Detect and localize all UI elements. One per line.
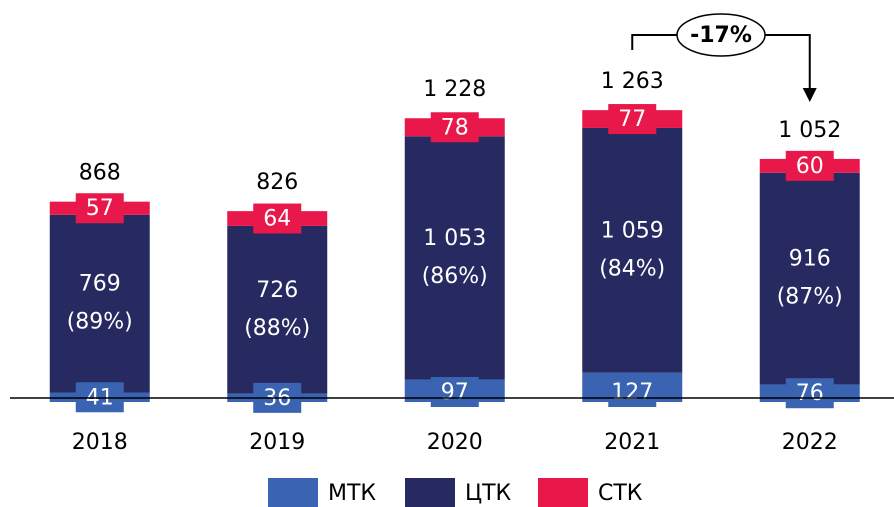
total-label: 868 [79,160,121,185]
value-label: 77 [618,107,646,132]
label-box [785,378,834,409]
value-label: 916 [789,247,831,272]
share-label: (88%) [244,316,310,341]
x-tick-label: 2019 [249,430,305,455]
legend-label: МТК [328,481,376,506]
label-box [75,193,124,224]
share-label: (89%) [67,310,133,335]
bar-segment [582,127,683,373]
x-tick-label: 2022 [782,430,838,455]
total-label: 1 263 [601,69,664,94]
label-box [430,377,479,407]
share-label: (87%) [777,285,843,310]
x-tick-label: 2018 [72,430,128,455]
annotation-bubble [676,13,766,57]
legend-swatch [268,478,318,507]
legend-swatch [405,478,455,507]
label-box [608,104,657,135]
total-label: 826 [256,170,298,195]
value-label: 64 [263,207,291,232]
total-label: 1 052 [778,118,841,143]
legend-label: СТК [598,481,643,506]
annotation-arrowhead [802,88,817,102]
value-label: 60 [796,154,824,179]
value-label: 127 [611,380,653,405]
value-label: 97 [441,380,469,405]
value-label: 1 053 [423,226,486,251]
label-box [430,112,479,143]
share-label: (86%) [422,264,488,289]
bar-segment [227,225,328,394]
share-label: (84%) [599,256,665,281]
value-label: 57 [86,196,114,221]
x-tick-label: 2021 [604,430,660,455]
x-tick-label: 2020 [427,430,483,455]
value-label: 76 [796,381,824,406]
value-label: 1 059 [601,218,664,243]
bar-segment [49,214,150,393]
label-box [785,150,834,181]
legend-label: ЦТК [465,481,512,506]
value-label: 78 [441,115,469,140]
bar-segment [759,172,860,385]
value-label: 726 [256,278,298,303]
bar-segment [404,136,505,380]
label-box [253,203,302,234]
value-label: 769 [79,272,121,297]
annotation-label: -17% [690,23,752,48]
total-label: 1 228 [423,77,486,102]
label-box [608,377,657,407]
legend-swatch [538,478,588,507]
